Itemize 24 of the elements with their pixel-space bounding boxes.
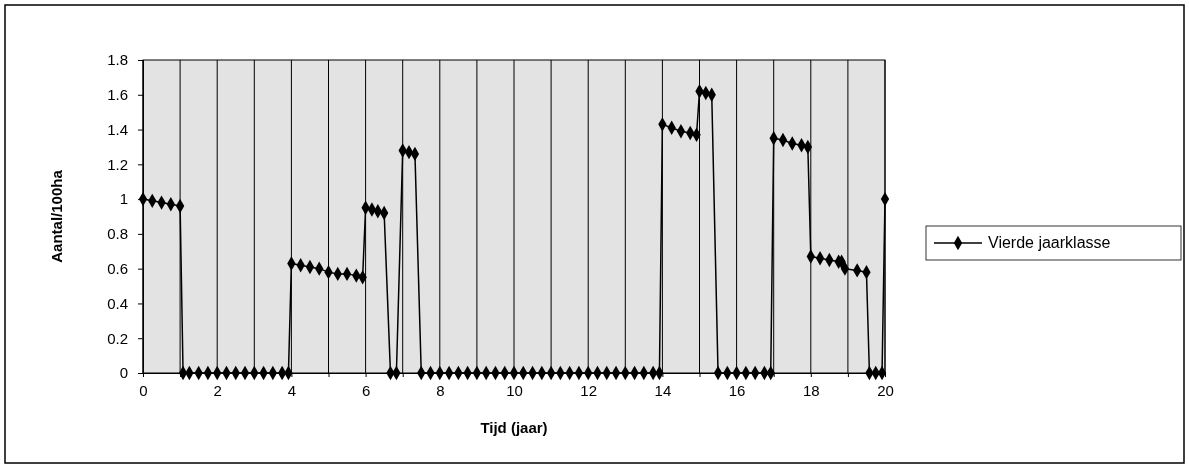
x-tick-label: 6 bbox=[361, 381, 371, 399]
x-tick-label: 18 bbox=[802, 381, 820, 399]
y-tick-label: 0 bbox=[119, 364, 128, 382]
y-tick-label: 1.8 bbox=[107, 51, 128, 69]
x-tick-label: 4 bbox=[287, 381, 297, 399]
y-tick-label: 1 bbox=[119, 190, 128, 208]
y-tick-label: 1.4 bbox=[107, 120, 128, 138]
x-tick-label: 16 bbox=[728, 381, 746, 399]
y-tick-label: 0.8 bbox=[107, 225, 128, 243]
x-tick-label: 0 bbox=[139, 381, 148, 399]
x-axis-title: Tijd (jaar) bbox=[480, 419, 548, 436]
x-tick-label: 10 bbox=[506, 381, 523, 399]
x-tick-label: 12 bbox=[580, 381, 598, 399]
x-tick-label: 2 bbox=[213, 381, 222, 399]
y-tick-label: 0.2 bbox=[107, 329, 128, 347]
x-tick-label: 8 bbox=[436, 381, 445, 399]
y-axis-title: Aantal/100ha bbox=[48, 169, 65, 263]
y-tick-label: 0.4 bbox=[107, 294, 128, 312]
y-tick-label: 1.6 bbox=[107, 86, 128, 104]
y-tick-label: 0.6 bbox=[107, 259, 128, 277]
y-tick-label: 1.2 bbox=[107, 155, 128, 173]
x-tick-label: 14 bbox=[654, 381, 672, 399]
legend-label: Vierde jaarklasse bbox=[988, 234, 1111, 251]
x-tick-label: 20 bbox=[877, 381, 894, 399]
